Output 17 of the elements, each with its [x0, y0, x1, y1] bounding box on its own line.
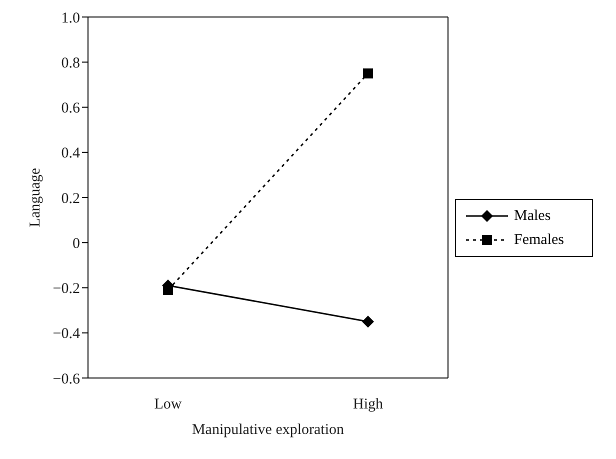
point — [363, 68, 373, 78]
legend-label: Males — [514, 208, 551, 224]
y-tick-label: 0.2 — [61, 190, 80, 207]
x-tick-label: High — [353, 396, 384, 413]
y-tick-label: −0.2 — [52, 281, 80, 298]
y-tick-label: 0.4 — [61, 146, 80, 162]
y-tick-label: 0 — [72, 236, 80, 252]
legend-label: Females — [514, 232, 564, 248]
y-tick-label: −0.6 — [52, 371, 80, 388]
x-tick-label: Low — [154, 396, 182, 413]
y-tick-label: 0.6 — [61, 100, 80, 117]
x-axis-title: Manipulative exploration — [192, 422, 345, 438]
y-tick-label: 0.8 — [61, 55, 80, 72]
y-axis-title: Language — [27, 168, 44, 228]
y-tick-label: −0.4 — [52, 326, 80, 342]
point — [362, 316, 374, 328]
y-tick-label: 1.0 — [61, 10, 80, 26]
